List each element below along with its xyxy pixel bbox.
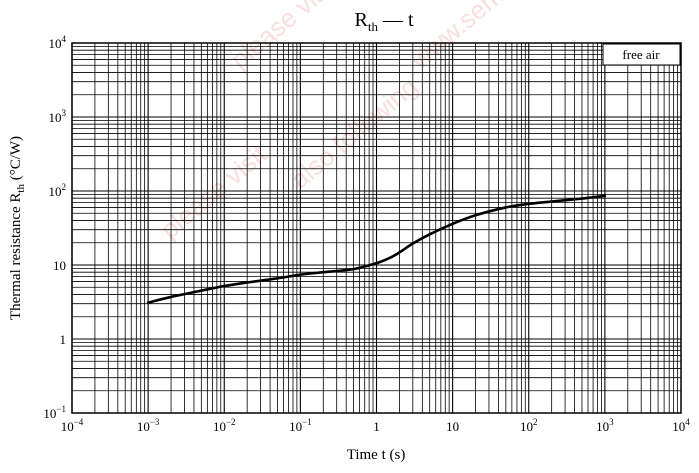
x-tick-label: 10−3 xyxy=(137,417,160,434)
x-axis-label: Time t (s) xyxy=(347,447,406,463)
y-tick-label: 10 xyxy=(53,258,66,273)
series-layer xyxy=(146,194,607,304)
y-tick-label: 10−1 xyxy=(43,404,66,421)
x-tick-label: 10−4 xyxy=(61,417,84,434)
x-tick-label: 10−1 xyxy=(289,417,312,434)
grid xyxy=(71,43,681,414)
watermark: please visit following urlwww.semiconduc… xyxy=(155,0,602,245)
axis-ticks: 10−4 10−3 10−2 10−1 1 10 102 103 104 10−1 1 10 102 10… xyxy=(43,34,690,434)
x-tick-label: 10 xyxy=(446,419,459,434)
x-tick-label: 102 xyxy=(520,417,538,434)
legend-box: free air xyxy=(602,43,681,66)
series-line-rth xyxy=(146,194,607,304)
annotation-free-air: free air xyxy=(622,47,660,62)
y-tick-label: 1 xyxy=(60,332,67,347)
y-tick-label: 104 xyxy=(49,34,67,51)
x-tick-label: 1 xyxy=(373,419,380,434)
chart-title: Rth — t xyxy=(354,9,413,34)
plot-frame xyxy=(71,42,682,414)
x-tick-label: 10−2 xyxy=(213,417,236,434)
y-tick-label: 103 xyxy=(49,108,67,125)
y-tick-label: 102 xyxy=(49,182,67,199)
y-axis-label: Thermal resistance Rth (°C/W) xyxy=(8,136,27,320)
x-tick-label: 103 xyxy=(596,417,614,434)
legend-box-frame xyxy=(602,43,681,66)
x-tick-label: 104 xyxy=(672,417,690,434)
watermark-text: also following xyxy=(285,71,424,194)
watermark-text: www.semiconductor xyxy=(404,0,601,75)
